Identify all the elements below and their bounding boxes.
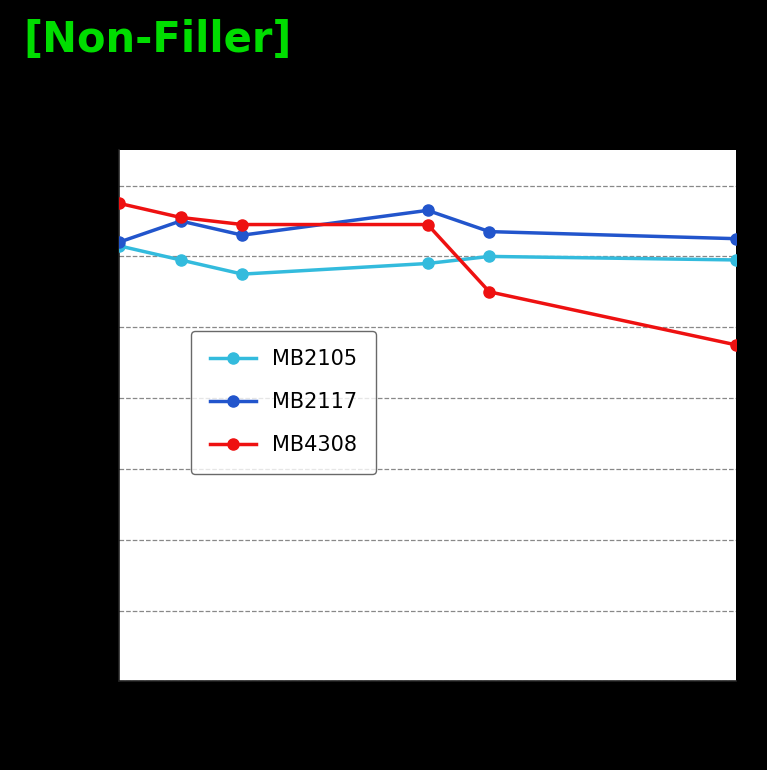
MB2105 xyxy=(176,256,186,265)
MB2105 xyxy=(485,252,494,261)
MB2117 xyxy=(485,227,494,236)
MB2117 xyxy=(238,230,247,239)
Line: MB2117: MB2117 xyxy=(114,205,742,248)
MB2105 xyxy=(423,259,433,268)
MB2105 xyxy=(238,270,247,279)
MB4308 xyxy=(238,220,247,229)
MB4308 xyxy=(176,213,186,222)
MB2105 xyxy=(114,241,123,250)
MB2117 xyxy=(176,216,186,226)
MB4308 xyxy=(423,220,433,229)
X-axis label: Aging duration(hr): Aging duration(hr) xyxy=(303,725,552,749)
Title: 80℃, 95%RH: 80℃, 95%RH xyxy=(316,108,539,137)
MB2105 xyxy=(732,256,741,265)
MB4308 xyxy=(114,199,123,208)
Line: MB2105: MB2105 xyxy=(114,240,742,280)
Y-axis label: Nominal strain at break(%): Nominal strain at break(%) xyxy=(35,236,58,596)
MB2117 xyxy=(423,206,433,215)
MB4308 xyxy=(485,287,494,296)
Text: [Non-Filler]: [Non-Filler] xyxy=(23,18,291,61)
MB4308 xyxy=(732,340,741,350)
MB2117 xyxy=(114,238,123,247)
Legend: MB2105, MB2117, MB4308: MB2105, MB2117, MB4308 xyxy=(191,330,376,474)
MB2117 xyxy=(732,234,741,243)
Line: MB4308: MB4308 xyxy=(114,198,742,350)
